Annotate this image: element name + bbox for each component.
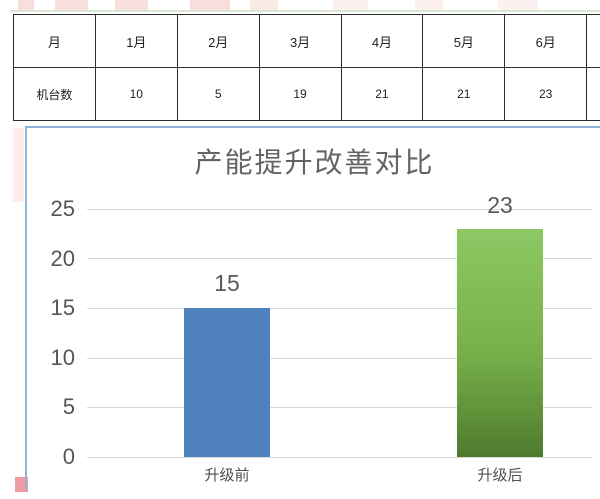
y-tick-0: 0 [62, 444, 75, 469]
pink-strip [13, 128, 24, 202]
bar-before-upgrade[interactable] [184, 308, 270, 457]
chart-border-segment [25, 477, 27, 490]
value-cell-mar[interactable]: 19 [258, 67, 342, 121]
header-cell-may[interactable]: 5月 [422, 14, 506, 68]
header-cell-jan[interactable]: 1月 [94, 14, 178, 68]
header-cell-mar[interactable]: 3月 [258, 14, 342, 68]
gridline-20 [87, 258, 592, 259]
value-cell-may[interactable]: 21 [422, 67, 506, 121]
value-cell-feb[interactable]: 5 [176, 67, 260, 121]
highlight-smudge [190, 0, 230, 10]
header-cell-cutoff [586, 14, 600, 68]
x-label-before: 升级前 [204, 467, 250, 484]
highlight-smudge [498, 0, 538, 10]
gridline-0 [87, 457, 592, 458]
table-header-row: 月 1月 2月 3月 4月 5月 6月 [13, 14, 600, 68]
value-cell-jun[interactable]: 23 [504, 67, 588, 121]
header-cell-month[interactable]: 月 [13, 14, 96, 68]
header-cell-jun[interactable]: 6月 [504, 14, 588, 68]
month-table: 月 1月 2月 3月 4月 5月 6月 机台数 10 5 19 21 21 23 [13, 14, 600, 122]
highlight-smudge [18, 0, 34, 10]
header-cell-apr[interactable]: 4月 [340, 14, 424, 68]
highlight-smudge [333, 0, 368, 10]
y-tick-5: 5 [62, 394, 75, 419]
gridline-5 [87, 407, 592, 408]
highlight-smudge [115, 0, 148, 10]
gridline-15 [87, 308, 592, 309]
highlight-smudge [415, 0, 443, 10]
y-tick-25: 25 [50, 196, 75, 221]
gridline-25 [87, 209, 592, 210]
highlight-smudge [250, 0, 278, 10]
chart-title: 产能提升改善对比 [194, 146, 435, 179]
gridline-10 [87, 358, 592, 359]
y-tick-15: 15 [50, 295, 75, 320]
value-cell-cutoff [586, 67, 600, 121]
top-hairline [10, 10, 600, 12]
data-label-after: 23 [487, 192, 513, 218]
pink-square [15, 477, 28, 492]
y-tick-10: 10 [50, 345, 75, 370]
capacity-chart[interactable]: 产能提升改善对比 25 20 15 10 5 0 15 23 升级前 升级后 [25, 126, 600, 492]
header-cell-feb[interactable]: 2月 [176, 14, 260, 68]
x-label-after: 升级后 [477, 467, 523, 484]
value-cell-label[interactable]: 机台数 [13, 67, 96, 121]
highlight-smudge [55, 0, 88, 10]
data-label-before: 15 [214, 270, 240, 296]
value-cell-jan[interactable]: 10 [94, 67, 178, 121]
value-cell-apr[interactable]: 21 [340, 67, 424, 121]
table-value-row: 机台数 10 5 19 21 21 23 [13, 67, 600, 121]
y-tick-20: 20 [50, 246, 75, 271]
bar-after-upgrade[interactable] [457, 229, 543, 457]
